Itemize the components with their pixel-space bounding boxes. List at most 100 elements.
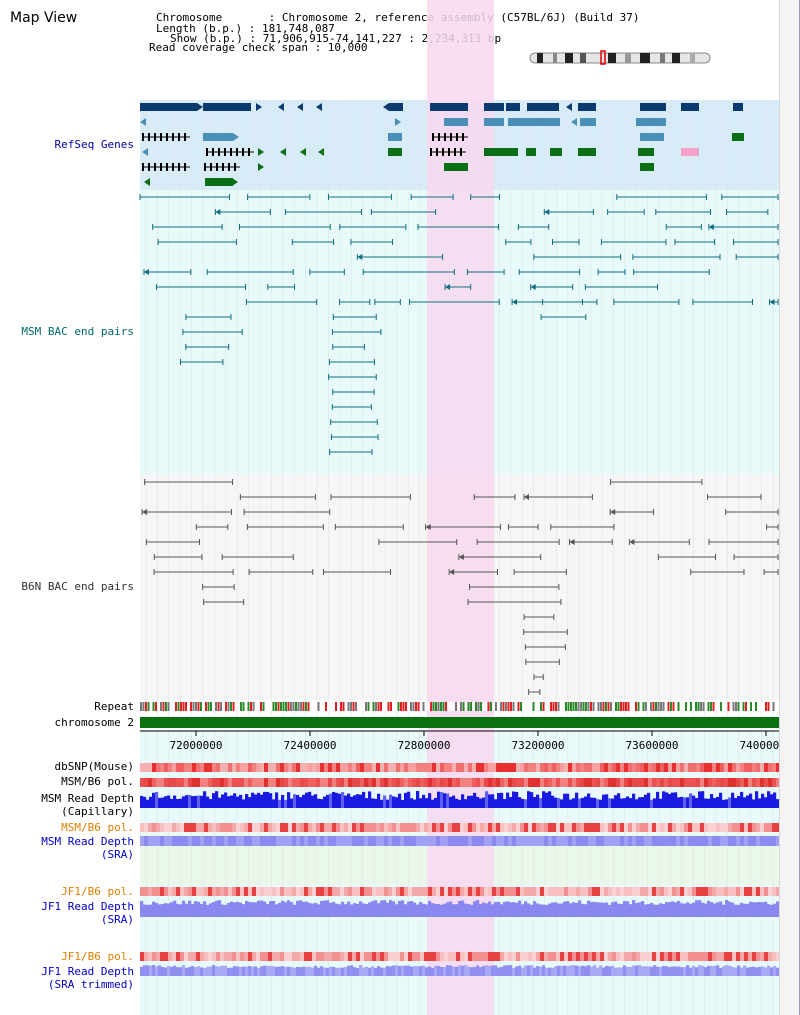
jf1-depth-bar <box>578 900 582 917</box>
jf1-depth-trimmed-bar <box>329 966 333 976</box>
jf1-depth-bar <box>350 904 354 917</box>
jf1-depth-trimmed-bar <box>299 967 303 976</box>
repeat-cell <box>305 702 307 711</box>
b6n-bac-track[interactable] <box>141 479 779 695</box>
msm-pol-sra-cell <box>648 823 653 832</box>
dbsnp-cell <box>752 763 757 772</box>
jf1-pol-label: JF1/B6 pol. <box>61 885 134 898</box>
jf1-pol-cell <box>776 887 781 896</box>
jf1-pol-trimmed-cell <box>756 952 761 961</box>
repeat-cell <box>550 702 552 711</box>
repeat-cell <box>582 702 585 711</box>
repeat-cell <box>630 702 632 711</box>
repeat-cell <box>565 702 567 711</box>
jf1-depth-bar <box>443 903 447 917</box>
repeat-cell <box>225 702 227 711</box>
bac-arrow <box>458 554 464 560</box>
jf1-pol-cell <box>168 887 173 896</box>
msm-pol-sra-cell <box>708 823 713 832</box>
jf1-depth-trimmed-bar <box>158 965 162 976</box>
dbsnp-cell <box>272 763 277 772</box>
repeat-cell <box>235 702 237 711</box>
msm-pol-sra-cell <box>472 823 477 832</box>
msm-depth-sra-cell <box>432 836 437 846</box>
msm-depth-sra-cell <box>156 836 161 846</box>
gene-exon <box>172 163 174 171</box>
jf1-depth-trimmed-bar <box>689 967 693 976</box>
jf1-pol-trimmed-cell <box>228 952 233 961</box>
jf1-depth-bar <box>704 903 708 917</box>
dbsnp-cell <box>644 763 649 772</box>
msm-depth-sra-cell <box>608 836 613 846</box>
dbsnp-cell <box>360 763 365 772</box>
repeat-cell <box>627 702 630 711</box>
repeat-cell <box>187 702 190 711</box>
msm-pol-cell <box>632 778 637 787</box>
jf1-pol-cell <box>192 887 197 896</box>
axis-tick-label: 73600000 <box>626 739 679 752</box>
gene-feature <box>733 103 743 111</box>
repeat-cell <box>302 702 305 711</box>
msm-depth-bar <box>674 792 678 808</box>
jf1-pol-cell <box>728 887 733 896</box>
gene-feature <box>484 118 504 126</box>
jf1-pol-trimmed-cell <box>748 952 753 961</box>
jf1-depth-bar <box>563 901 567 917</box>
repeat-cell <box>680 702 682 711</box>
repeat-cell <box>287 702 290 711</box>
repeat-cell <box>470 702 472 711</box>
msm-depth-bar <box>548 791 552 808</box>
jf1-depth-trimmed-bar <box>155 966 159 976</box>
msm-depth-bar <box>575 792 579 808</box>
jf1-depth-trimmed-bar <box>140 966 144 976</box>
axis-tick-label: 72400000 <box>284 739 337 752</box>
msm-pol-sra-cell <box>252 823 257 832</box>
jf1-depth-bar <box>611 902 615 917</box>
repeat-cell <box>350 702 352 711</box>
repeat-cell <box>440 702 442 711</box>
msm-depth-cap-sub: (Capillary) <box>61 805 134 818</box>
msm-pol-cell <box>676 778 681 787</box>
jf1-pol-cell <box>480 887 485 896</box>
refseq-genes-track[interactable] <box>140 103 744 186</box>
dbsnp-cell <box>648 763 653 772</box>
msm-depth-sra-cell <box>524 836 529 846</box>
msm-pol-sra-cell <box>272 823 277 832</box>
msm-pol-sra-cell <box>328 823 333 832</box>
jf1-pol-trimmed-cell <box>248 952 253 961</box>
repeat-cell <box>722 702 725 711</box>
repeat-cell <box>322 702 325 711</box>
jf1-pol-trimmed-cell <box>144 952 149 961</box>
jf1-pol-cell <box>724 887 729 896</box>
repeat-cell <box>275 702 277 711</box>
repeat-cell <box>212 702 215 711</box>
msm-pol-sra-cell <box>304 823 309 832</box>
jf1-pol-trimmed-cell <box>272 952 277 961</box>
chromosome-ideogram[interactable] <box>529 50 711 65</box>
repeat-cell <box>232 702 235 711</box>
jf1-pol-trimmed-cell <box>420 952 425 961</box>
jf1-depth-bar <box>401 900 405 917</box>
jf1-depth-trimmed-bar <box>476 965 480 976</box>
jf1-depth-bar <box>353 903 357 917</box>
jf1-pol-cell <box>700 887 705 896</box>
jf1-depth-trimmed-bar <box>554 966 558 976</box>
gene-arrow <box>258 163 264 171</box>
jf1-depth-trimmed-bar <box>245 966 249 976</box>
jf1-depth-bar <box>221 904 225 917</box>
msm-depth-sra-cell <box>164 836 169 846</box>
dbsnp-cell <box>688 763 693 772</box>
repeat-cell <box>227 702 230 711</box>
msm-bac-track[interactable] <box>139 194 779 455</box>
msm-pol-cell <box>164 778 169 787</box>
msm-pol-sra-cell <box>428 823 433 832</box>
dbsnp-cell <box>304 763 309 772</box>
jf1-depth-bar <box>155 902 159 917</box>
repeat-cell <box>622 702 625 711</box>
repeat-cell <box>755 702 757 711</box>
jf1-depth-bar <box>515 902 519 917</box>
jf1-pol-trimmed-cell <box>696 952 701 961</box>
vertical-scrollbar[interactable] <box>779 0 799 1015</box>
jf1-pol-trimmed-cell <box>296 952 301 961</box>
